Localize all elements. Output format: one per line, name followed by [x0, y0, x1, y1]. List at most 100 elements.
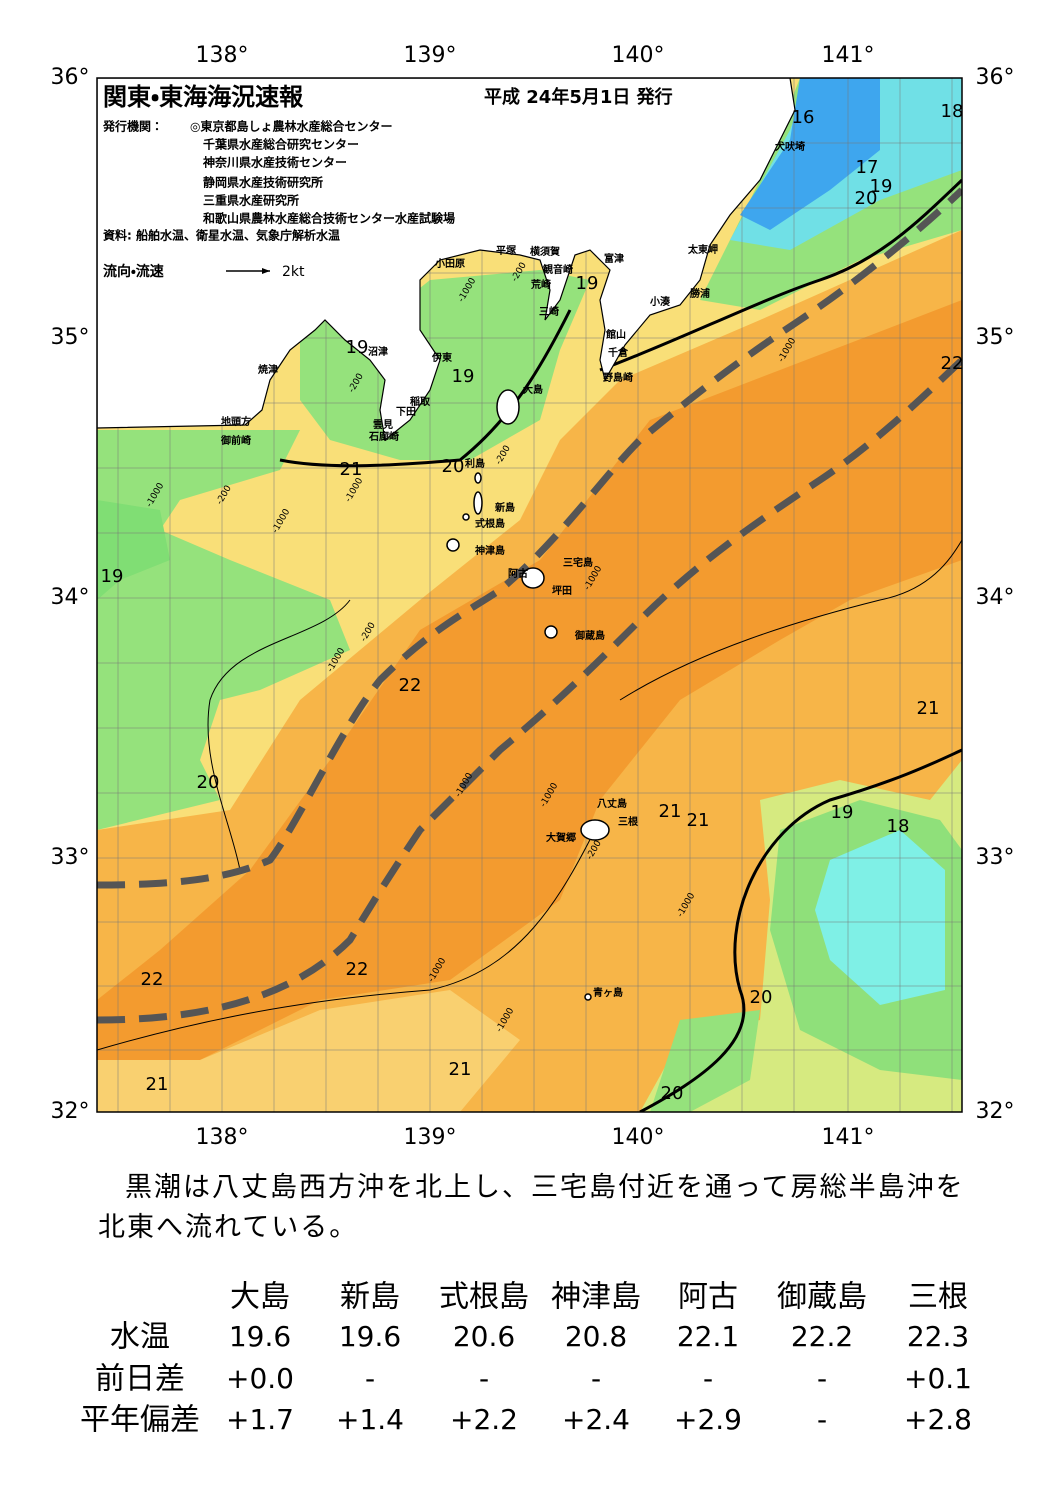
- place-name: 御前崎: [220, 434, 251, 447]
- isotherms: [97, 178, 962, 1112]
- temperature-label: 20: [442, 456, 465, 477]
- summary: 黒潮は八丈島西方沖を北上し、三宅島付近を通って房総半島沖を北東へ流れている。: [98, 1172, 965, 1243]
- temperature-label: 20: [855, 188, 878, 209]
- place-name: 太東岬: [687, 243, 718, 256]
- issuer: 神奈川県水産技術センター: [202, 155, 347, 170]
- column-header: 大島: [230, 1280, 290, 1315]
- place-name: 富津: [604, 252, 624, 265]
- temperature-label: 19: [452, 366, 475, 387]
- temperature-label: 21: [917, 698, 940, 719]
- temperature-label: 20: [197, 772, 220, 793]
- legend-label: 流向・流速: [103, 263, 164, 280]
- temperature-label: 19: [870, 176, 893, 197]
- place-name: 雲見: [373, 419, 393, 431]
- longitude-label: 139°: [404, 1125, 457, 1150]
- column-header: 式根島: [439, 1280, 529, 1315]
- cell: -: [703, 1362, 713, 1395]
- temperature-label: 22: [941, 353, 964, 374]
- temperature-label: 18: [887, 816, 910, 837]
- temperature-label: 16: [792, 107, 815, 128]
- column-header: 阿古: [678, 1280, 738, 1315]
- place-name: 下田: [396, 406, 416, 418]
- cell: +2.2: [450, 1403, 518, 1436]
- longitude-label: 140°: [612, 1125, 665, 1150]
- place-name: 館山: [605, 328, 626, 341]
- place-name: 三根: [618, 815, 639, 828]
- place-name: 三宅島: [563, 556, 593, 569]
- place-name: 平塚: [496, 244, 517, 257]
- cell: -: [365, 1362, 375, 1395]
- place-name: 式根島: [475, 517, 505, 530]
- place-name: 青ヶ島: [593, 986, 623, 999]
- row-label: 水温: [110, 1320, 170, 1355]
- latitude-label: 32°: [51, 1099, 90, 1124]
- sea-temperature-field: [97, 78, 962, 1112]
- cell: +1.7: [226, 1403, 294, 1436]
- column-header: 御蔵島: [777, 1280, 867, 1315]
- temperature-label: 21: [659, 801, 682, 822]
- title: 関東・東海海況速報: [103, 83, 304, 111]
- longitude-label: 141°: [822, 43, 875, 68]
- temperature-label: 21: [687, 810, 710, 831]
- place-name: 犬吠埼: [775, 140, 805, 153]
- longitude-label: 141°: [822, 1125, 875, 1150]
- longitude-label: 139°: [404, 43, 457, 68]
- cell: 22.3: [907, 1320, 969, 1353]
- temperature-label: 22: [346, 959, 369, 980]
- cell: +1.4: [336, 1403, 404, 1436]
- issuer: 三重県水産研究所: [203, 193, 299, 208]
- longitude-label: 138°: [196, 1125, 249, 1150]
- cell: 22.1: [677, 1320, 739, 1353]
- cell: -: [591, 1362, 601, 1395]
- longitude-label: 138°: [196, 43, 249, 68]
- latitude-label: 35°: [976, 325, 1015, 350]
- islands: [446, 389, 610, 1001]
- temperature-label: 17: [856, 157, 879, 178]
- issuer: ◎東京都島しょ農林水産総合センター: [190, 119, 392, 134]
- temperature-label: 21: [449, 1059, 472, 1080]
- place-name: 勝浦: [690, 287, 710, 300]
- issuer: 和歌山県農林水産総合技術センター水産試験場: [202, 211, 455, 226]
- legend-unit: 2kt: [282, 264, 305, 280]
- cell: 20.6: [453, 1320, 515, 1353]
- cell: 19.6: [229, 1320, 291, 1353]
- temperature-label: 19: [346, 337, 369, 358]
- land: [97, 78, 796, 442]
- temperature-label: 20: [661, 1083, 684, 1104]
- place-name: 阿古: [508, 567, 528, 580]
- place-name: 小田原: [434, 257, 465, 270]
- temperature-label: 22: [141, 969, 164, 990]
- temperature-label: 21: [146, 1074, 169, 1095]
- cell: +0.0: [226, 1362, 294, 1395]
- cell: +2.9: [674, 1403, 742, 1436]
- cell: 19.6: [339, 1320, 401, 1353]
- kuroshio-axis: [97, 187, 962, 1024]
- temperature-label: 22: [399, 675, 422, 696]
- place-name: 観音崎: [543, 263, 573, 276]
- place-name: 沼津: [368, 345, 388, 358]
- place-name: 地頭方: [221, 415, 251, 428]
- column-header: 神津島: [551, 1280, 641, 1315]
- place-name: 小湊: [649, 295, 671, 308]
- cell: 20.8: [565, 1320, 627, 1353]
- place-name: 荒崎: [530, 278, 551, 291]
- place-name: 三崎: [539, 305, 559, 318]
- temperature-label: 18: [941, 101, 964, 122]
- place-name: 焼津: [258, 363, 278, 376]
- latitude-label: 35°: [51, 325, 90, 350]
- place-name: 稲取: [410, 395, 431, 408]
- latitude-label: 33°: [51, 845, 90, 870]
- latitude-label: 34°: [51, 585, 90, 610]
- cell: -: [817, 1362, 827, 1395]
- cell: -: [817, 1403, 827, 1436]
- issuers-label: 発行機関：: [102, 119, 163, 134]
- column-header: 新島: [340, 1280, 400, 1315]
- legend-arrowhead: [262, 268, 270, 274]
- latitude-label: 33°: [976, 845, 1015, 870]
- place-name: 大島: [523, 383, 543, 396]
- cell: -: [479, 1362, 489, 1395]
- row-label: 平年偏差: [80, 1403, 200, 1438]
- latitude-label: 34°: [976, 585, 1015, 610]
